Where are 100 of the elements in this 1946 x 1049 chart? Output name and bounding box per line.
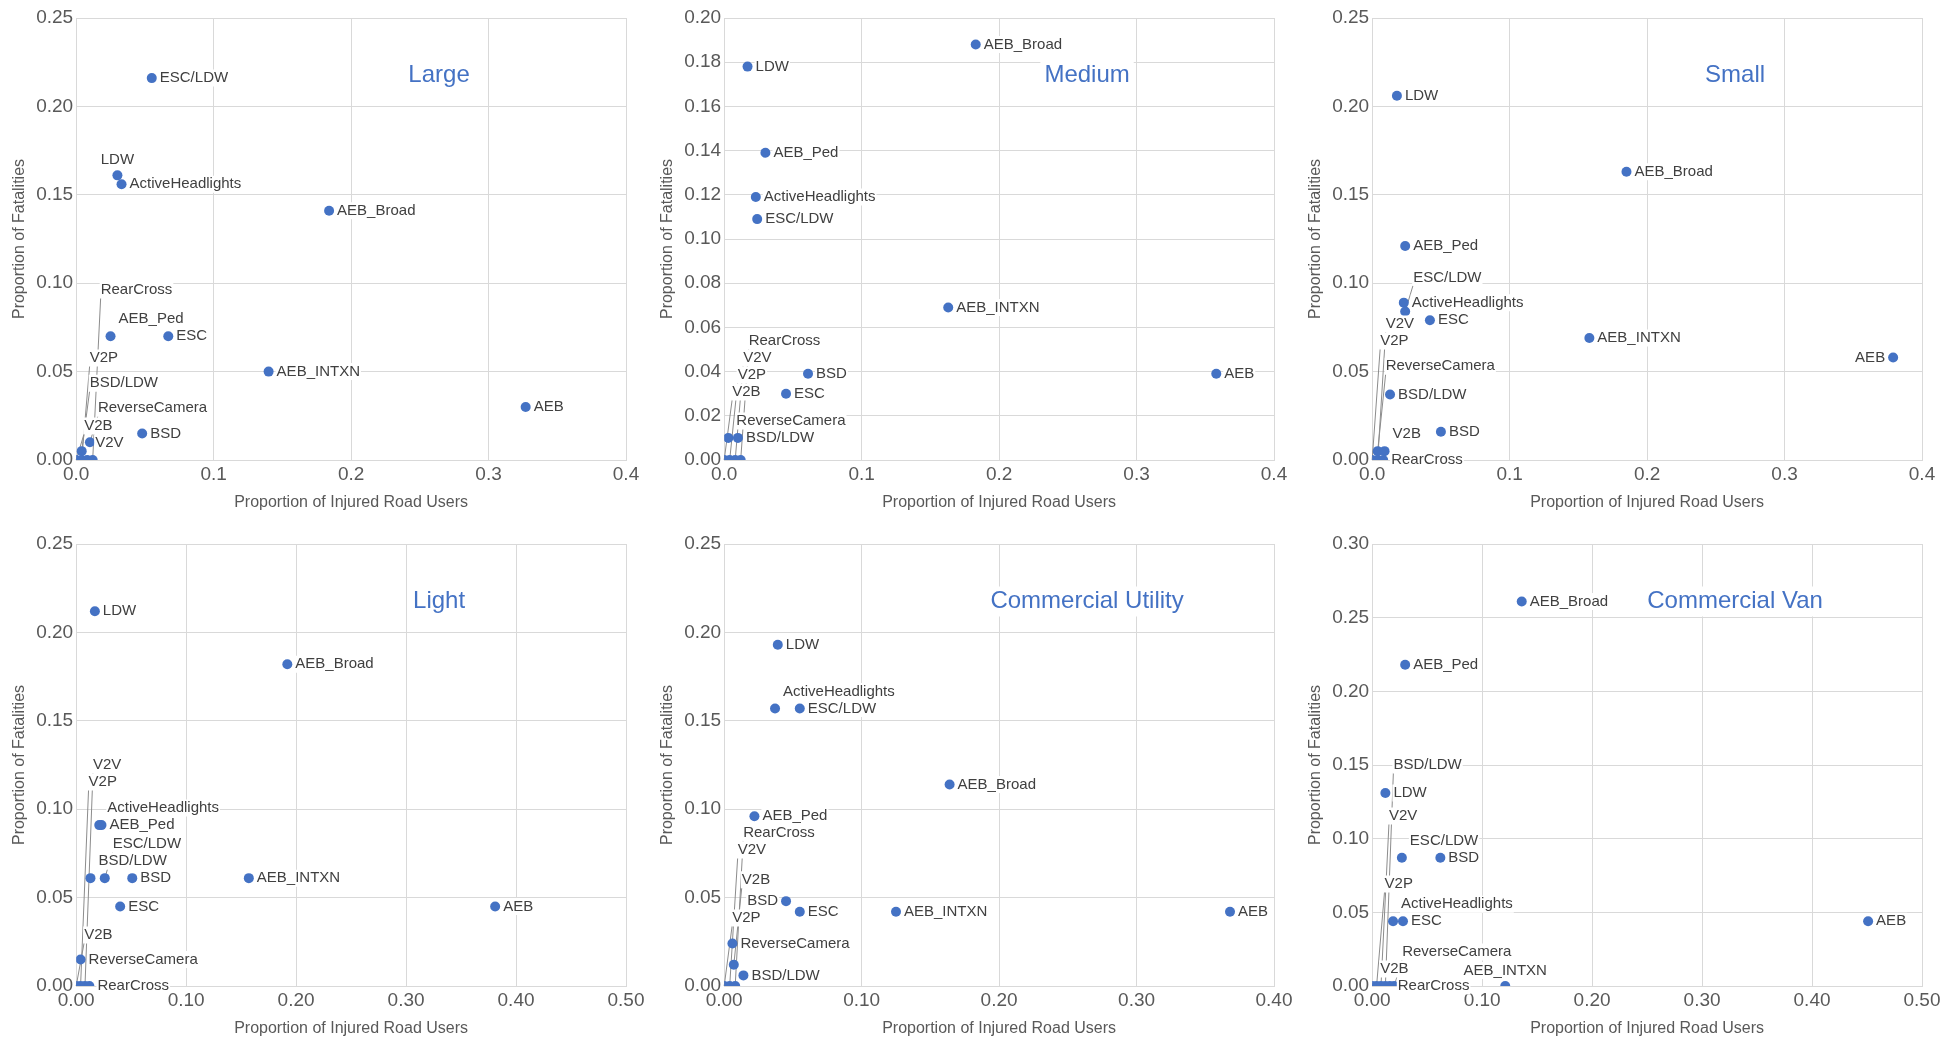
point — [794, 703, 805, 714]
annotation: AEB — [503, 896, 534, 914]
y-tick-label: 0.05 — [1332, 900, 1370, 922]
point — [1435, 852, 1446, 863]
annotation: AEB_Broad — [957, 774, 1036, 792]
annotation: ReverseCamera — [97, 398, 208, 416]
annotation: ESC/LDW — [1409, 830, 1480, 848]
x-axis-title: Proportion of Injured Road Users — [1530, 1018, 1765, 1036]
x-axis-title: Proportion of Injured Road Users — [882, 492, 1117, 510]
text: Large — [408, 60, 470, 88]
annotation: V2B — [84, 416, 113, 434]
annotation: AEB_INTXN — [1597, 328, 1681, 346]
point — [520, 401, 531, 412]
y-tick-label: 0.20 — [684, 6, 722, 28]
annotation: ReverseCamera — [736, 411, 847, 429]
x-tick-label: 0.20 — [980, 988, 1018, 1010]
point — [1396, 852, 1407, 863]
annotation: BSD/LDW — [1398, 384, 1468, 402]
point — [1888, 352, 1899, 363]
annotation: LDW — [785, 634, 820, 652]
point — [781, 388, 792, 399]
point — [1621, 166, 1632, 177]
y-tick-label: 0.15 — [684, 709, 722, 731]
x-tick-label: 0.30 — [1118, 988, 1156, 1010]
annotation: ReverseCamera — [740, 933, 851, 951]
annotation: LDW — [1404, 85, 1440, 103]
annotation: BSD — [747, 891, 779, 909]
point — [1380, 787, 1391, 798]
annotation: AEB_Ped — [773, 142, 839, 160]
x-tick-label: 0.40 — [1255, 988, 1293, 1010]
annotation: ESC — [176, 326, 208, 344]
x-tick-label: 0.3 — [1123, 462, 1150, 484]
point — [1211, 368, 1222, 379]
y-tick-label: 0.06 — [684, 315, 722, 337]
point — [1398, 297, 1409, 308]
point — [1385, 389, 1396, 400]
annotation: V2V — [743, 348, 772, 366]
annotation: AEB_Broad — [1529, 591, 1609, 609]
point — [115, 901, 126, 912]
y-tick-label: 0.05 — [684, 885, 722, 907]
point — [127, 873, 138, 884]
point — [146, 73, 157, 84]
y-tick-label: 0.10 — [684, 797, 722, 819]
x-tick-label: 0.20 — [1573, 988, 1611, 1010]
annotation: LDW — [755, 56, 790, 74]
y-tick-label: 0.04 — [684, 359, 722, 381]
y-axis-title: Proportion of Fatalities — [1306, 158, 1324, 320]
x-axis-title: Proportion of Injured Road Users — [234, 1018, 469, 1036]
annotation: V2B — [732, 382, 761, 400]
y-axis-title: Proportion of Fatalities — [658, 158, 676, 320]
annotation: AEB_Ped — [762, 806, 828, 824]
point — [728, 959, 739, 970]
point — [116, 179, 127, 190]
point — [732, 432, 743, 443]
point — [163, 331, 174, 342]
annotation: RearCross — [100, 280, 173, 298]
annotation: ESC — [794, 383, 826, 401]
y-tick-label: 0.15 — [36, 183, 74, 205]
point — [772, 639, 783, 650]
point — [84, 437, 95, 448]
annotation: RearCross — [1391, 450, 1463, 468]
point — [1424, 315, 1435, 326]
annotation: AEB_INTXN — [1463, 960, 1547, 978]
y-tick-label: 0.15 — [1332, 183, 1370, 205]
annotation: AEB_Broad — [1634, 161, 1713, 179]
point — [263, 366, 274, 377]
annotation: V2P — [89, 348, 119, 366]
y-tick-label: 0.25 — [1332, 6, 1370, 28]
annotation: V2V — [92, 755, 122, 773]
point — [749, 811, 760, 822]
annotation: ESC — [807, 901, 839, 919]
x-tick-label: 0.2 — [337, 462, 365, 484]
point — [1391, 90, 1402, 101]
annotation: BSD — [1448, 421, 1480, 439]
annotation: V2B — [741, 869, 771, 887]
point — [1516, 596, 1527, 607]
y-tick-label: 0.20 — [684, 620, 722, 642]
point — [89, 606, 100, 617]
point — [1225, 906, 1236, 917]
annotation: AEB — [1224, 363, 1255, 381]
annotation: AEB_Broad — [337, 200, 416, 218]
point — [727, 938, 738, 949]
annotation: V2V — [737, 840, 767, 858]
point — [282, 659, 293, 670]
annotation: AEB_Ped — [1413, 236, 1479, 254]
x-tick-label: 0.40 — [497, 988, 535, 1010]
annotation: RearCross — [1397, 976, 1470, 994]
point — [137, 428, 148, 439]
y-tick-label: 0.05 — [1332, 359, 1370, 381]
annotation: V2V — [1385, 314, 1415, 332]
annotation: ESC/LDW — [112, 834, 182, 852]
y-axis-title: Proportion of Fatalities — [10, 684, 28, 846]
y-tick-label: 0.02 — [684, 404, 722, 426]
point — [738, 970, 749, 981]
x-tick-label: 0.40 — [1793, 988, 1831, 1010]
point — [770, 703, 781, 714]
point — [943, 302, 954, 313]
point — [970, 39, 981, 50]
annotation: BSD/LDW — [745, 428, 816, 446]
annotation: AEB — [533, 397, 564, 415]
